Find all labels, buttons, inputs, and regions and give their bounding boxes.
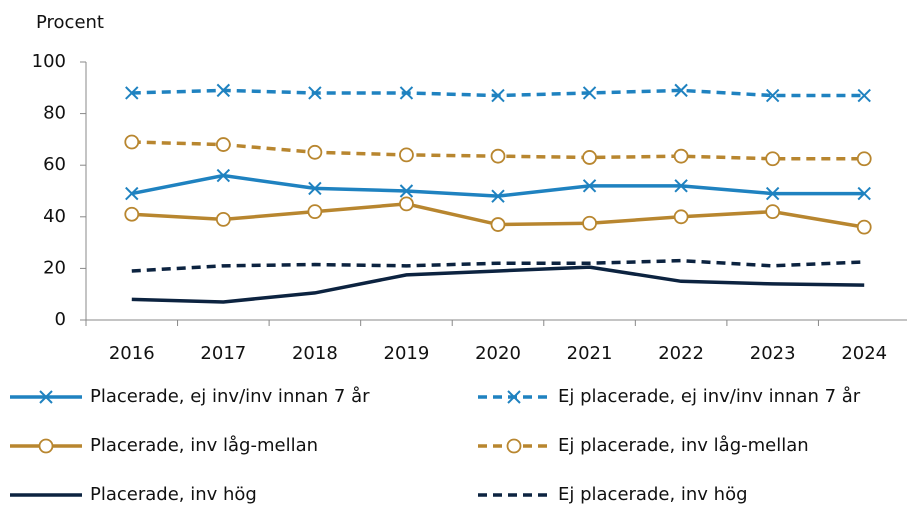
x-tick-label: 2022 bbox=[658, 343, 704, 364]
legend-label: Ej placerade, ej inv/inv innan 7 år bbox=[558, 386, 861, 407]
y-axis-label: Procent bbox=[36, 12, 104, 33]
x-tick-label: 2019 bbox=[384, 343, 430, 364]
marker bbox=[765, 88, 780, 103]
marker bbox=[307, 204, 323, 220]
marker bbox=[765, 186, 780, 201]
line bbox=[131, 173, 865, 198]
marker bbox=[125, 186, 139, 201]
marker bbox=[582, 215, 597, 231]
marker bbox=[125, 86, 139, 100]
marker bbox=[307, 144, 323, 160]
marker bbox=[856, 219, 872, 235]
line bbox=[131, 265, 865, 304]
legend-label: Placerade, inv låg-mellan bbox=[90, 435, 318, 456]
legend-marker bbox=[507, 390, 521, 404]
marker bbox=[857, 88, 871, 103]
marker bbox=[582, 86, 597, 100]
marker bbox=[399, 196, 414, 212]
marker bbox=[673, 148, 689, 164]
marker bbox=[215, 211, 231, 227]
legend-marker bbox=[38, 438, 54, 454]
legend-label: Placerade, inv hög bbox=[90, 484, 257, 505]
y-tick-label: 40 bbox=[43, 206, 66, 227]
marker bbox=[765, 204, 781, 220]
marker bbox=[124, 206, 140, 222]
legend-label: Ej placerade, inv låg-mellan bbox=[558, 435, 809, 456]
legend-label: Placerade, ej inv/inv innan 7 år bbox=[90, 386, 370, 407]
marker bbox=[215, 137, 231, 152]
marker bbox=[857, 186, 871, 201]
x-tick-label: 2017 bbox=[200, 343, 246, 364]
marker bbox=[491, 189, 505, 203]
x-tick-label: 2024 bbox=[841, 343, 887, 364]
x-tick-label: 2018 bbox=[292, 343, 338, 364]
legend-marker bbox=[39, 390, 53, 404]
x-tick-label: 2021 bbox=[567, 343, 613, 364]
marker bbox=[216, 83, 231, 98]
marker bbox=[856, 151, 872, 167]
marker bbox=[308, 86, 322, 100]
marker bbox=[399, 86, 414, 100]
marker bbox=[673, 209, 689, 225]
marker bbox=[674, 179, 688, 193]
x-tick-label: 2020 bbox=[475, 343, 521, 364]
y-tick-label: 20 bbox=[43, 257, 66, 278]
marker bbox=[491, 88, 505, 103]
y-tick-label: 80 bbox=[43, 103, 66, 124]
y-tick-label: 100 bbox=[32, 51, 66, 72]
legend-marker bbox=[506, 438, 522, 454]
marker bbox=[582, 150, 597, 165]
x-tick-label: 2023 bbox=[750, 343, 796, 364]
marker bbox=[399, 147, 414, 163]
y-tick-label: 60 bbox=[43, 154, 66, 175]
line bbox=[131, 258, 865, 273]
x-tick-label: 2016 bbox=[109, 343, 155, 364]
marker bbox=[216, 168, 231, 183]
marker bbox=[674, 83, 688, 98]
marker bbox=[490, 148, 506, 164]
marker bbox=[124, 134, 140, 150]
marker bbox=[399, 184, 414, 198]
marker bbox=[582, 179, 597, 193]
marker bbox=[308, 181, 322, 196]
legend-label: Ej placerade, inv hög bbox=[558, 484, 748, 505]
y-tick-label: 0 bbox=[55, 309, 66, 330]
marker bbox=[490, 217, 506, 232]
marker bbox=[765, 151, 781, 167]
